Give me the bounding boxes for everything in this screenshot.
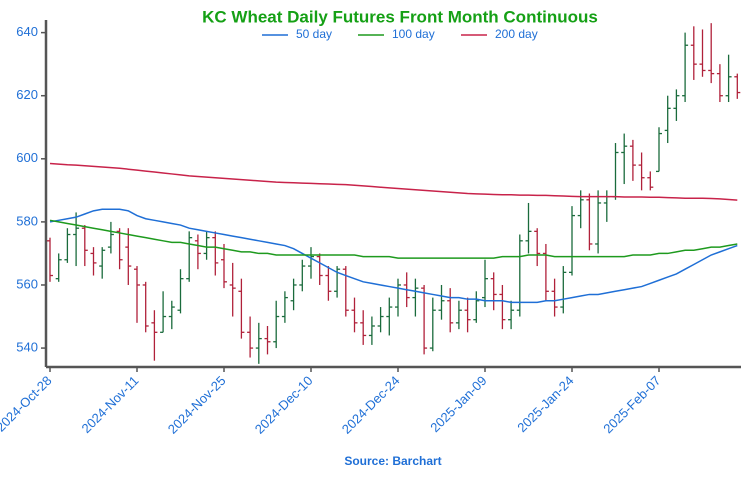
x-tick-label: 2024-Dec-24 xyxy=(339,373,403,437)
y-tick-label: 640 xyxy=(16,24,38,39)
y-tick-label: 540 xyxy=(16,340,38,355)
x-tick-label: 2025-Jan-09 xyxy=(427,373,489,435)
x-tick-label: 2025-Jan-24 xyxy=(514,373,576,435)
moving-average-line xyxy=(49,162,738,201)
x-tick-label: 2024-Nov-25 xyxy=(165,373,229,437)
legend-label: 50 day xyxy=(296,27,332,41)
y-tick-label: 580 xyxy=(16,213,38,228)
x-tick-label: 2025-Feb-07 xyxy=(600,373,663,436)
legend-label: 200 day xyxy=(495,27,538,41)
y-tick-label: 620 xyxy=(16,87,38,102)
x-tick-label: 2024-Oct-28 xyxy=(0,373,55,435)
legend-label: 100 day xyxy=(392,27,435,41)
moving-average-line xyxy=(49,219,738,259)
x-tick-label: 2024-Nov-11 xyxy=(78,373,141,436)
moving-average-line xyxy=(49,208,738,304)
source: Source: Barchart xyxy=(344,454,441,468)
y-tick-label: 560 xyxy=(16,276,38,291)
y-tick-label: 600 xyxy=(16,150,38,165)
x-tick-label: 2024-Dec-10 xyxy=(252,373,316,437)
chart-title: KC Wheat Daily Futures Front Month Conti… xyxy=(202,7,598,26)
